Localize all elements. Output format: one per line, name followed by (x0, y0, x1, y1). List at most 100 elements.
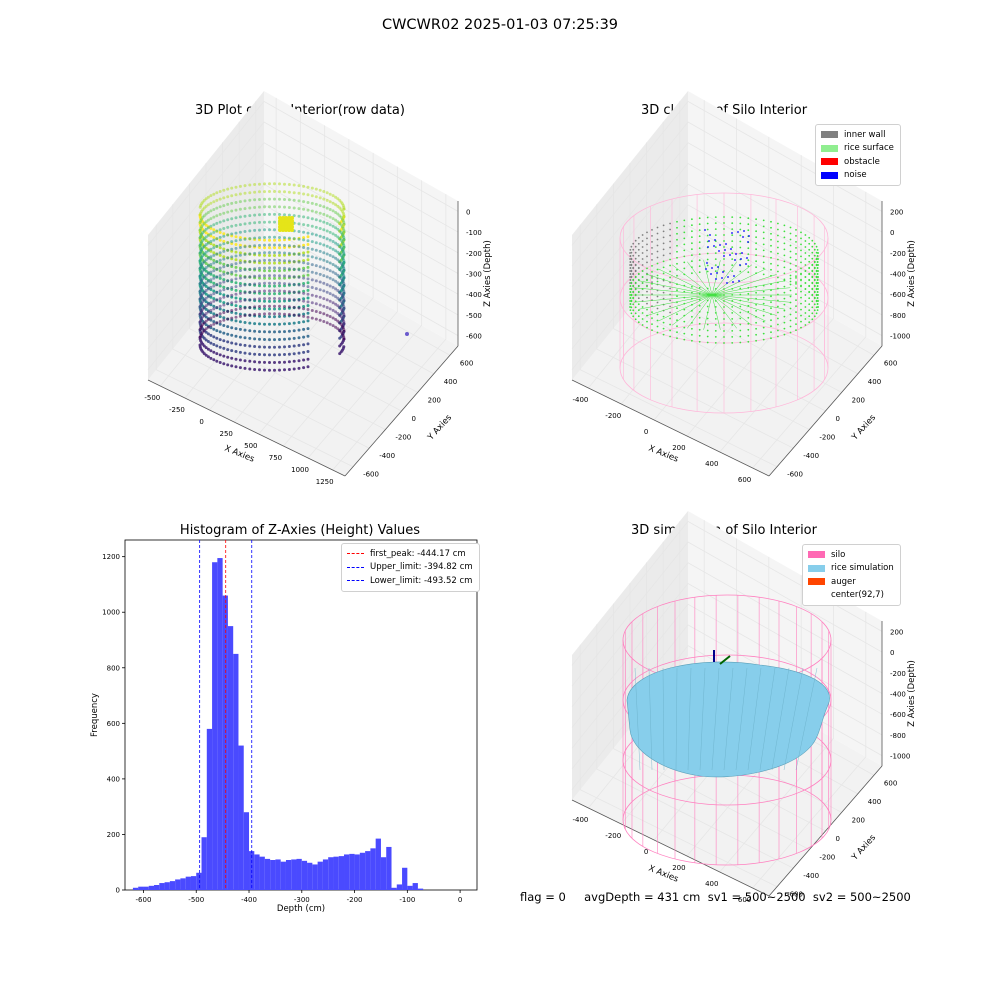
chart1-point (212, 246, 216, 250)
chart2-rice-surface-point (683, 255, 686, 258)
chart1-point (318, 265, 322, 269)
chart1-point (230, 194, 234, 198)
chart2-rice-surface-ray (638, 280, 713, 296)
chart1-point (248, 290, 252, 294)
chart4-x-tick-label: 0 (644, 848, 648, 856)
chart3-histogram-bar (417, 888, 424, 890)
chart2-noise-point (729, 254, 731, 256)
chart2-rice-surface-point (808, 309, 811, 312)
chart3-y-tick-label: 200 (107, 831, 120, 839)
chart2-rice-surface-point (676, 268, 678, 271)
chart1-point (325, 244, 329, 248)
chart1-point (287, 222, 291, 226)
chart1-point (306, 288, 310, 292)
chart1-point (302, 215, 306, 219)
chart1-point (209, 278, 213, 282)
chart2-rice-surface-point (630, 287, 633, 290)
chart2-rice-surface-ray (711, 268, 766, 296)
chart3-histogram-bar (233, 653, 239, 890)
chart1-point (212, 358, 216, 362)
chart2-rice-surface-point (691, 242, 693, 245)
chart1-point (302, 261, 306, 265)
chart2-rice-surface-ray (711, 294, 791, 303)
chart1-point (206, 211, 210, 214)
chart1-point (204, 266, 208, 270)
chart1-point (306, 243, 310, 246)
chart1-point (322, 205, 326, 209)
chart1-point (338, 336, 342, 340)
chart1-point (290, 228, 294, 232)
chart1-point (222, 270, 226, 274)
chart2-rice-surface-point (789, 238, 792, 241)
chart1-point (302, 223, 306, 227)
chart1-point (306, 281, 310, 285)
chart1-point (263, 246, 266, 250)
chart1-point (273, 269, 276, 273)
chart2-rice-surface-point (676, 295, 678, 298)
chart2-inner-wall-point (637, 236, 640, 239)
chart2-rice-surface-point (731, 246, 734, 249)
chart1-point (306, 319, 310, 323)
chart1-point (334, 211, 338, 214)
chart2-rice-surface-point (811, 239, 814, 242)
chart2-rice-surface-point (637, 272, 640, 275)
chart1-point (243, 253, 247, 256)
chart2-rice-surface-point (777, 335, 779, 338)
chart1-point (238, 305, 242, 308)
chart2-rice-surface-point (683, 332, 686, 335)
chart1-point (218, 253, 222, 257)
chart1-point (243, 260, 247, 264)
chart2-inner-wall-point (646, 249, 648, 252)
chart2-noise-point (739, 264, 741, 266)
chart1-point (234, 208, 238, 212)
chart1-point (263, 213, 266, 216)
chart1-point (234, 243, 238, 246)
chart3-x-tick-label: -200 (347, 896, 363, 904)
chart1-point (318, 311, 322, 315)
chart1-point (258, 268, 261, 272)
chart1-point (283, 246, 286, 249)
chart1-point (258, 205, 261, 209)
chart1-point (325, 313, 329, 317)
chart1-point (258, 190, 261, 194)
chart1-point (292, 252, 296, 256)
chart2-z-tick-label: -600 (890, 291, 906, 299)
page-title: CWCWR02 2025-01-03 07:25:39 (381, 17, 619, 33)
chart2-noise-point (717, 266, 719, 268)
chart1-point (215, 359, 219, 363)
chart1-point (325, 260, 329, 264)
chart1-point (215, 237, 219, 241)
chart2-noise-point (707, 246, 709, 248)
chart1-point (273, 330, 276, 334)
chart1-point (243, 245, 247, 249)
chart2-rice-surface-point (731, 228, 734, 231)
chart1-point (331, 301, 335, 305)
chart2-rice-surface-point (698, 340, 701, 343)
chart1-point (302, 358, 306, 362)
chart1-point (306, 334, 310, 338)
chart1-zgrid (147, 225, 459, 370)
chart1-point (310, 186, 314, 190)
chart1-point (209, 318, 213, 322)
chart2-rice-surface-point (739, 252, 742, 255)
chart1-point (222, 232, 226, 236)
chart2-rice-surface-point (795, 283, 797, 285)
chart2-noise-point (704, 229, 706, 231)
chart2-rice-surface-point (723, 240, 725, 242)
chart1-point (268, 315, 271, 319)
chart2-rice-surface-point (731, 258, 734, 260)
chart4-z-tick-label: -200 (890, 670, 906, 678)
chart2-rice-surface-point (804, 324, 807, 326)
chart1-point (209, 272, 213, 276)
chart2-inner-wall-point (646, 302, 648, 305)
chart2-rice-surface-point (770, 301, 772, 304)
chart1-point (243, 230, 247, 233)
chart2-rice-surface-point (777, 246, 779, 249)
chart1-point (212, 327, 216, 331)
chart2-rice-surface-point (723, 246, 725, 248)
chart2-inner-wall-point (632, 242, 635, 245)
chart2-rice-surface-point (808, 260, 811, 263)
chart2-rice-surface-point (641, 282, 644, 284)
chart1-point (238, 243, 242, 247)
chart1-point (278, 269, 281, 273)
